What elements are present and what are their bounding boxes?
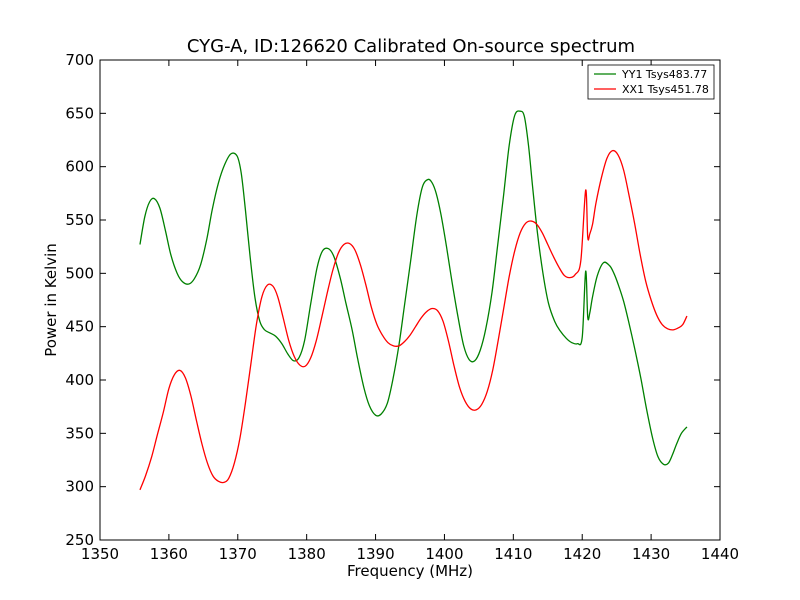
x-tick-label: 1390 [356, 545, 394, 563]
y-tick-label: 600 [65, 158, 94, 176]
y-tick-label: 450 [65, 318, 94, 336]
legend: YY1 Tsys483.77 XX1 Tsys451.78 [587, 64, 715, 100]
y-tick-label: 550 [65, 211, 94, 229]
chart-title: CYG-A, ID:126620 Calibrated On-source sp… [187, 36, 635, 57]
y-tick-label: 350 [65, 424, 94, 442]
x-axis-ticks: 1350 1360 1370 1380 1390 1400 1410 1420 1430 1440 [81, 60, 739, 563]
series-layer [139, 110, 688, 491]
plot-background [100, 60, 720, 540]
x-tick-label: 1400 [425, 545, 463, 563]
series-line-xx1 [139, 149, 688, 491]
y-tick-label: 700 [65, 51, 94, 69]
series-line-yy1 [139, 110, 688, 466]
x-tick-label: 1420 [563, 545, 601, 563]
legend-label-xx1: XX1 Tsys451.78 [622, 83, 709, 96]
y-axis-ticks: 250 300 350 400 450 500 550 600 650 700 [65, 51, 720, 549]
x-tick-label: 1440 [701, 545, 739, 563]
x-tick-label: 1360 [150, 545, 188, 563]
x-tick-label: 1430 [632, 545, 670, 563]
x-axis-label: Frequency (MHz) [347, 562, 473, 580]
y-tick-label: 250 [65, 531, 94, 549]
plot-frame [99, 59, 721, 541]
y-tick-label: 400 [65, 371, 94, 389]
y-tick-label: 300 [65, 478, 94, 496]
legend-label-yy1: YY1 Tsys483.77 [621, 68, 707, 81]
y-tick-label: 500 [65, 264, 94, 282]
plot-area: 1350 1360 1370 1380 1390 1400 1410 1420 1430 1440… [65, 51, 739, 563]
y-tick-label: 650 [65, 104, 94, 122]
x-tick-label: 1380 [288, 545, 326, 563]
x-tick-label: 1370 [219, 545, 257, 563]
legend-box [587, 64, 715, 100]
y-axis-label: Power in Kelvin [42, 243, 60, 357]
x-tick-label: 1350 [81, 545, 119, 563]
x-tick-label: 1410 [494, 545, 532, 563]
